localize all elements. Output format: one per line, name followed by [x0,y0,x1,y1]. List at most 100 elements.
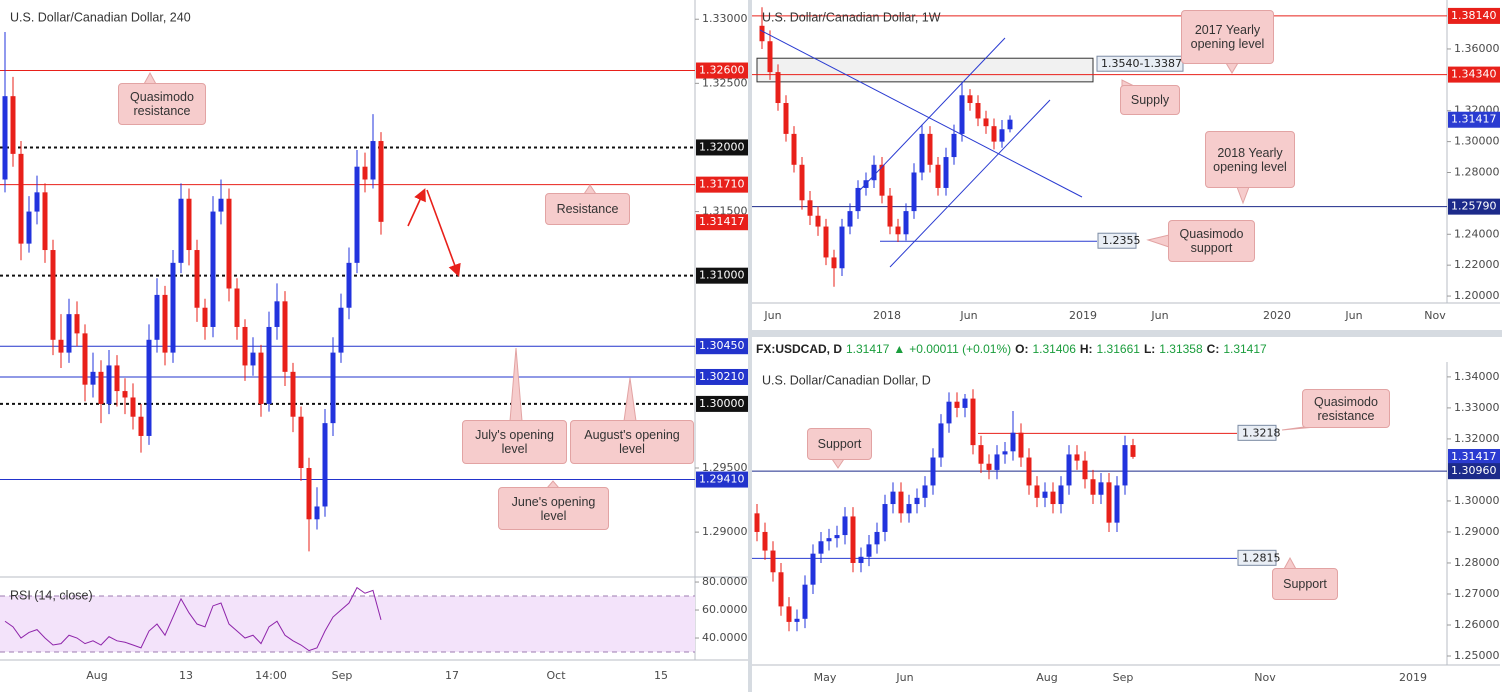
level-label-box [696,176,748,193]
arrow-up [407,188,426,227]
open-label: O: [1015,342,1029,356]
candle-body [810,553,816,585]
candle-body [90,371,96,385]
y-tick-label: 1.32500 [702,76,748,89]
candle-body [98,371,104,404]
candle-body [951,133,957,158]
x-tick-label: Jun [763,309,781,322]
channel-line [859,37,1006,191]
level-label: 1.2355 [1102,234,1141,247]
candle-body [42,192,48,251]
level-label: 1.31417 [1451,450,1497,463]
candle-body [1002,451,1008,455]
candle-body [762,531,768,551]
candle-body [871,164,877,181]
x-tick-label: 2020 [1263,309,1291,322]
callout: Resistance [545,193,630,225]
candle-body [847,211,853,227]
candle-body [823,226,829,258]
candle-body [754,513,760,532]
candle-body [26,211,32,244]
x-tick-label: Oct [546,669,566,682]
level-label: 1.31417 [699,215,745,228]
candle-body [935,164,941,188]
candle-body [991,126,997,142]
y-tick-label: 1.30000 [1454,494,1500,507]
candle-body [266,326,272,404]
y-tick-label: 40.0000 [702,631,748,644]
x-tick-label: 2018 [873,309,901,322]
candle-body [938,423,944,458]
level-label-box [696,139,748,156]
level-label-box [696,62,748,79]
x-tick-label: Aug [1036,671,1057,684]
y-tick-label: 80.0000 [702,575,748,588]
x-tick-label: Sep [1113,671,1134,684]
level-label-box [1448,198,1500,215]
candle-body [82,333,88,385]
level-label-box [696,368,748,385]
candle-body [930,457,936,486]
level-label: 1.38140 [1451,9,1497,22]
y-tick-label: 1.25000 [1454,649,1500,662]
candle-body [975,103,981,119]
channel-line [889,99,1051,268]
candle-body [858,556,864,563]
callout: June's opening level [498,487,609,530]
candle-body [1122,445,1128,486]
level-label-box [1448,463,1500,480]
candle-body [946,401,952,424]
candle-body [994,454,1000,470]
candle-body [298,416,304,469]
level-label: 1.31000 [699,269,745,282]
y-tick-label: 1.28000 [1454,166,1500,179]
level-label: 1.31417 [1451,113,1497,126]
candle-body [887,195,893,227]
x-tick-label: Nov [1424,309,1446,322]
candle-body [906,504,912,514]
level-label: 1.30450 [699,339,745,352]
y-tick-label: 1.27000 [1454,587,1500,600]
candle-body [106,365,112,404]
y-tick-label: 1.33000 [702,12,748,25]
candle-body [146,339,152,436]
candle-body [778,572,784,607]
candle-body [362,166,368,180]
background-layer: 1.330001.325001.315001.295001.290001.360… [0,0,1500,666]
callout: Quasimodo resistance [118,83,206,125]
candle-body [274,301,280,327]
candle-body [338,307,344,353]
candle-body [834,535,840,539]
y-tick-label: 1.22000 [1454,258,1500,271]
y-tick-label: 1.36000 [1454,42,1500,55]
candle-body [330,352,336,424]
x-tick-label: 2019 [1069,309,1097,322]
candle-body [1034,485,1040,498]
y-tick-label: 1.20000 [1454,289,1500,302]
x-tick-label: Nov [1254,671,1276,684]
candle-body [346,262,352,308]
level-label-box [1097,232,1137,249]
candle-body [258,352,264,404]
candle-body [1050,491,1056,505]
callout: Support [1272,568,1338,600]
level-label: 1.30000 [699,397,745,410]
y-tick-label: 1.29500 [702,461,748,474]
candle-body [1058,485,1064,505]
candle-body [1098,482,1104,495]
candle-body [954,401,960,408]
y-tick-label: 1.30000 [1454,135,1500,148]
candle-body [1114,485,1120,523]
level-label: 1.3218 [1242,426,1281,439]
candle-body [122,391,128,398]
y-tick-label: 1.29000 [702,525,748,538]
x-tick-label: 13 [179,669,193,682]
candle-body [10,96,16,154]
candle-body [1018,432,1024,458]
level-label: 1.32600 [699,64,745,77]
candle-body [866,544,872,557]
candle-body [162,294,168,353]
candle-body [903,211,909,235]
candle-body [986,463,992,470]
